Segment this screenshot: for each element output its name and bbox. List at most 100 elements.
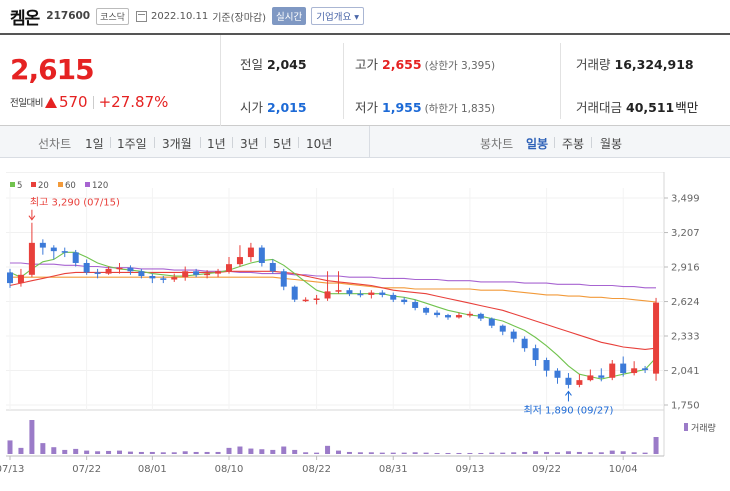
candle-body xyxy=(532,348,539,361)
volume-bar xyxy=(445,452,451,454)
realtime-button[interactable]: 실시간 xyxy=(272,7,307,25)
y-tick-label: 2,333 xyxy=(671,332,700,343)
volume-bar xyxy=(346,451,352,454)
x-tick-label: 10/04 xyxy=(609,464,638,475)
candle-body xyxy=(280,271,287,287)
calendar-icon xyxy=(135,10,147,22)
volume-bar xyxy=(576,451,582,454)
volume-bar xyxy=(587,452,593,454)
volume-bar xyxy=(182,451,188,454)
volume-bar xyxy=(357,452,363,454)
low-annotation: 최저 1,890 (09/27) xyxy=(523,404,613,416)
candle-body xyxy=(554,370,561,378)
price-summary: 2,615 전일대비 570 +27.87% 전일 2,045 시가 2,015 고… xyxy=(0,33,730,127)
candle-body xyxy=(193,271,200,275)
quote-date: 2022.10.11 xyxy=(150,10,209,22)
candle-body xyxy=(291,286,298,300)
up-triangle-icon xyxy=(44,96,57,108)
volume-bar xyxy=(204,451,210,454)
x-tick-label: 09/13 xyxy=(455,464,484,475)
period-3-years[interactable]: 3년 xyxy=(240,137,259,151)
stock-chart[interactable]: 5 20 60 120 3,499 3,207 2,916 2,624 2,333 2,041 1,… xyxy=(0,172,730,491)
period-10-years[interactable]: 10년 xyxy=(306,137,333,151)
divider xyxy=(265,137,266,148)
volume-bar xyxy=(478,452,484,454)
compare-label: 전일대비 xyxy=(10,98,43,109)
current-price-panel: 2,615 전일대비 570 +27.87% xyxy=(0,35,221,127)
legend-swatch xyxy=(10,182,15,187)
candle-body xyxy=(302,299,309,302)
volume-bar xyxy=(653,437,659,454)
ma20-line xyxy=(9,270,657,350)
candle-body xyxy=(39,242,46,248)
lower-limit: (하한가 1,835) xyxy=(424,103,496,115)
stock-code: 217600 xyxy=(46,10,91,22)
ma60-line xyxy=(10,276,657,303)
volume-bar xyxy=(456,452,462,454)
high-arrow-head xyxy=(28,215,36,221)
candle-body xyxy=(598,375,605,378)
volume-bar xyxy=(544,451,550,454)
period-5-years[interactable]: 5년 xyxy=(273,137,292,151)
candle-body xyxy=(7,272,13,284)
candle-body xyxy=(313,298,320,300)
open-label: 시가 xyxy=(240,100,264,115)
candle-body xyxy=(379,292,386,295)
candle-body xyxy=(138,271,145,276)
volume-bar xyxy=(292,449,298,454)
prev-close: 전일 2,045 xyxy=(240,54,307,73)
candle-body xyxy=(423,307,430,313)
company-overview-dropdown[interactable]: 기업개요 ▾ xyxy=(311,7,365,25)
divider xyxy=(232,137,233,148)
candle-body xyxy=(127,267,134,272)
divider xyxy=(343,43,344,119)
volume-value: 16,324,918 xyxy=(614,57,694,72)
amount-label: 거래대금 xyxy=(576,100,623,115)
candle-body xyxy=(236,257,243,265)
y-tick-label: 2,916 xyxy=(671,263,700,274)
x-tick-label: 09/22 xyxy=(532,464,561,475)
high-value: 2,655 xyxy=(382,57,422,72)
candle-body xyxy=(543,360,550,371)
legend-swatch xyxy=(85,182,90,187)
volume-bar xyxy=(7,440,13,454)
candle-body xyxy=(587,375,594,381)
x-tick-label: 08/31 xyxy=(379,464,408,475)
volume-bar xyxy=(434,452,440,454)
candle-body xyxy=(83,262,90,273)
candlestick-chart[interactable]: 5 20 60 120 3,499 3,207 2,916 2,624 2,333 2,041 1,… xyxy=(0,172,730,491)
prev-close-value: 2,045 xyxy=(267,57,307,72)
quote-basis: 기준(장마감) xyxy=(212,12,267,24)
candle-daily[interactable]: 일봉 xyxy=(526,137,549,151)
low-label: 저가 xyxy=(355,100,379,115)
candle-body xyxy=(653,302,660,374)
volume-bar xyxy=(270,449,276,454)
period-1-week[interactable]: 1주일 xyxy=(117,137,147,151)
period-3-months[interactable]: 3개월 xyxy=(162,137,192,151)
volume-bar xyxy=(489,452,495,454)
volume-bar xyxy=(40,443,46,454)
candle-body xyxy=(269,262,276,272)
candle-body xyxy=(215,271,222,274)
period-1-day[interactable]: 1일 xyxy=(85,137,104,151)
candle-body xyxy=(335,290,342,292)
volume-bar xyxy=(314,452,320,454)
open-value: 2,015 xyxy=(267,100,307,115)
candle-monthly[interactable]: 월봉 xyxy=(600,137,623,151)
volume-bar xyxy=(423,452,429,454)
volume-bar xyxy=(467,452,473,454)
x-tick-label: 08/10 xyxy=(215,464,244,475)
period-1-year[interactable]: 1년 xyxy=(207,137,226,151)
divider xyxy=(298,137,299,148)
volume-bar xyxy=(127,451,133,454)
volume-bar xyxy=(193,451,199,454)
volume-bar xyxy=(555,452,560,454)
ma120-line xyxy=(10,262,656,289)
y-tick-label: 3,207 xyxy=(671,228,700,239)
candle-body xyxy=(258,247,265,263)
volume-bar xyxy=(160,452,166,454)
volume-bar xyxy=(281,446,287,454)
low-arrow-head xyxy=(565,390,572,396)
candle-body xyxy=(324,291,331,299)
candle-weekly[interactable]: 주봉 xyxy=(562,137,585,151)
